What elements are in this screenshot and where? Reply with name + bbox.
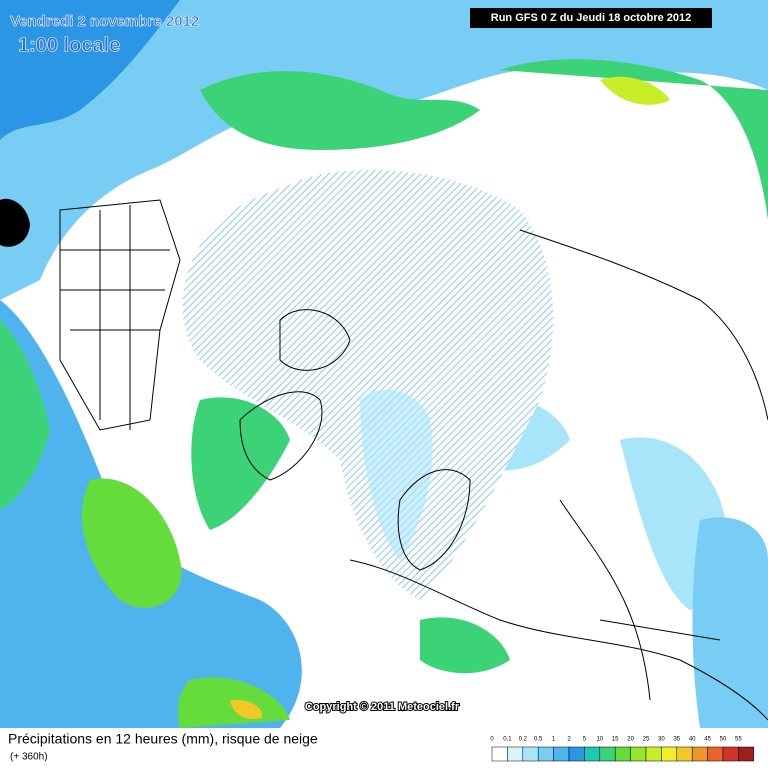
legend-swatch: [691, 746, 708, 762]
date: Vendredi 2 novembre 2012: [10, 13, 199, 30]
legend-label: 20: [627, 737, 634, 743]
legend-label: 10: [596, 737, 603, 743]
legend-label: 50: [720, 737, 727, 743]
precipitation-field: [0, 0, 768, 728]
legend-swatch: [676, 746, 693, 762]
run-label: Run GFS 0 Z du Jeudi 18 octobre 2012: [491, 12, 692, 24]
legend-swatch: [722, 746, 739, 762]
run-box: [470, 8, 712, 28]
legend-swatch: [645, 746, 662, 762]
legend-label: 2: [567, 737, 571, 743]
legend-swatch: [507, 746, 524, 762]
legend-label: 40: [689, 737, 696, 743]
legend-label: 55: [735, 737, 742, 743]
legend-swatch: [568, 746, 585, 762]
legend-label: 0.5: [534, 737, 543, 743]
legend-label: 0.1: [503, 737, 512, 743]
legend-swatch: [630, 746, 647, 762]
legend-label: 0.2: [519, 737, 528, 743]
legend-label: 0: [490, 737, 494, 743]
legend-swatch: [614, 746, 631, 762]
legend-swatch: [599, 746, 616, 762]
legend-label: 35: [673, 737, 680, 743]
legend-swatch: [522, 746, 539, 762]
footer-title: Précipitations en 12 heures (mm), risque…: [8, 731, 318, 747]
legend-swatch: [738, 746, 755, 762]
legend-swatch: [661, 746, 678, 762]
legend-label: 15: [612, 737, 619, 743]
legend-swatch: [491, 746, 508, 762]
time: 1:00 locale: [18, 34, 120, 56]
legend-swatch: [584, 746, 601, 762]
coastlines: [59, 199, 768, 721]
legend: 0 0.1 0.2 0.5 1 2 5 10 15 20 25 30 35 40 45 50 55: [490, 737, 755, 762]
footer-lead: (+ 360h): [10, 752, 48, 763]
legend-swatch: [707, 746, 724, 762]
copyright: Copyright © 2011 Meteociel.fr: [305, 701, 460, 713]
legend-swatch: [553, 746, 570, 762]
legend-label: 1: [552, 737, 556, 743]
legend-label: 5: [583, 737, 587, 743]
legend-label: 30: [658, 737, 665, 743]
legend-label: 25: [643, 737, 650, 743]
legend-swatch: [537, 746, 554, 762]
legend-label: 45: [704, 737, 711, 743]
